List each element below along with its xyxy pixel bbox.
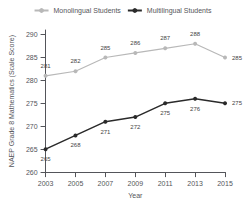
- svg-text:2003: 2003: [38, 180, 54, 187]
- svg-text:276: 276: [190, 106, 201, 112]
- svg-text:2007: 2007: [98, 180, 114, 187]
- svg-text:271: 271: [100, 129, 111, 135]
- svg-text:275: 275: [26, 100, 38, 107]
- svg-text:265: 265: [41, 156, 52, 162]
- svg-text:Year: Year: [128, 192, 143, 199]
- svg-text:285: 285: [232, 55, 243, 61]
- svg-text:286: 286: [130, 40, 141, 46]
- svg-text:Multilingual Students: Multilingual Students: [147, 7, 212, 15]
- svg-text:2009: 2009: [128, 180, 144, 187]
- svg-text:275: 275: [232, 100, 243, 106]
- svg-text:2015: 2015: [217, 180, 233, 187]
- svg-text:268: 268: [70, 142, 81, 148]
- svg-text:2005: 2005: [68, 180, 84, 187]
- svg-text:265: 265: [26, 146, 38, 153]
- svg-text:275: 275: [160, 110, 171, 116]
- svg-text:2011: 2011: [158, 180, 173, 187]
- svg-text:260: 260: [26, 169, 38, 176]
- svg-text:280: 280: [26, 77, 38, 84]
- svg-text:NAEP Grade 8 Mathematics (Scal: NAEP Grade 8 Mathematics (Scale Score): [8, 35, 16, 167]
- svg-text:282: 282: [70, 58, 81, 64]
- svg-text:285: 285: [100, 45, 111, 51]
- svg-text:287: 287: [160, 35, 171, 41]
- svg-text:290: 290: [26, 31, 38, 38]
- svg-text:Monolingual Students: Monolingual Students: [54, 7, 122, 15]
- svg-text:281: 281: [41, 63, 52, 69]
- svg-text:288: 288: [190, 31, 201, 37]
- svg-text:2013: 2013: [187, 180, 203, 187]
- svg-text:270: 270: [26, 123, 38, 130]
- svg-text:285: 285: [26, 54, 38, 61]
- svg-text:272: 272: [130, 124, 141, 130]
